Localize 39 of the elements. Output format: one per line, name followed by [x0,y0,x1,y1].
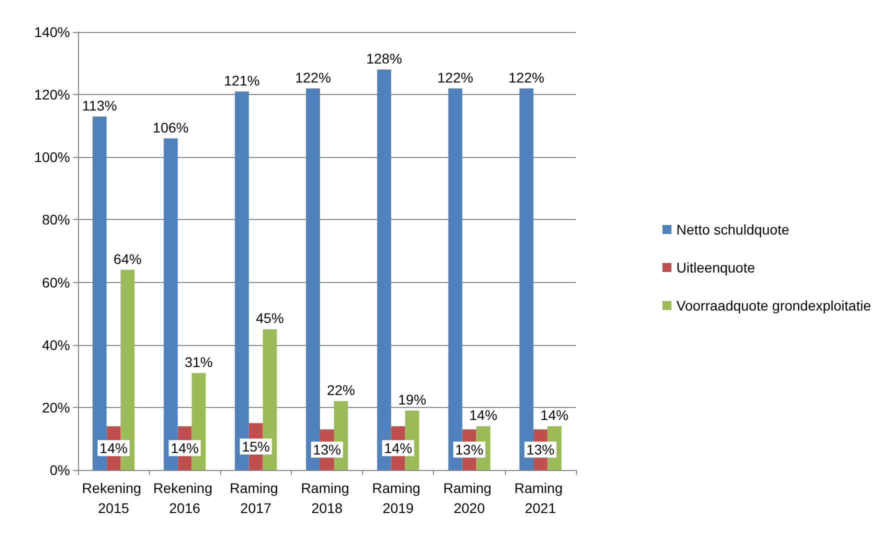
data-label: 121% [224,72,260,88]
y-tick-label: 60% [42,274,70,290]
y-tick-label: 0% [50,462,70,478]
data-label: 106% [152,119,189,136]
x-tick-label: Raming 2018 [300,480,354,516]
legend-label: Uitleenquote [676,260,756,276]
data-label: 22% [326,382,356,398]
data-label: 14% [384,440,412,456]
x-tick-label: Rekening 2015 [82,480,146,516]
x-tick-label: Rekening 2016 [153,480,216,516]
data-label: 13% [455,442,484,458]
data-label: 128% [366,50,402,67]
legend-label: Voorraadquote grondexploitatie [676,298,872,314]
y-tick-label: 120% [34,86,70,103]
data-label: 113% [82,97,117,114]
y-tick-label: 100% [34,149,70,166]
data-label: 14% [100,440,128,456]
y-tick-label: 40% [42,336,70,353]
data-label: 13% [312,442,342,458]
data-label: 14% [540,407,568,424]
data-label: 122% [437,69,474,86]
x-tick-label: Raming 2021 [514,480,566,516]
data-label: 13% [526,442,554,458]
data-label: 31% [184,354,213,370]
y-tick-label: 20% [42,399,70,416]
data-label: 122% [508,69,544,86]
data-label: 15% [242,438,270,455]
legend-label: Netto schuldquote [676,222,790,238]
data-label: 19% [398,392,426,408]
data-label: 45% [256,310,284,326]
y-tick-label: 80% [42,212,70,228]
x-tick-label: Raming 2020 [443,480,496,516]
y-tick-label: 140% [34,24,70,40]
x-tick-label: Raming 2017 [230,480,282,516]
data-label: 122% [295,69,331,86]
x-tick-label: Raming 2019 [372,480,424,516]
data-label: 14% [170,440,199,456]
data-label: 64% [114,250,142,267]
data-label: 14% [469,407,498,424]
